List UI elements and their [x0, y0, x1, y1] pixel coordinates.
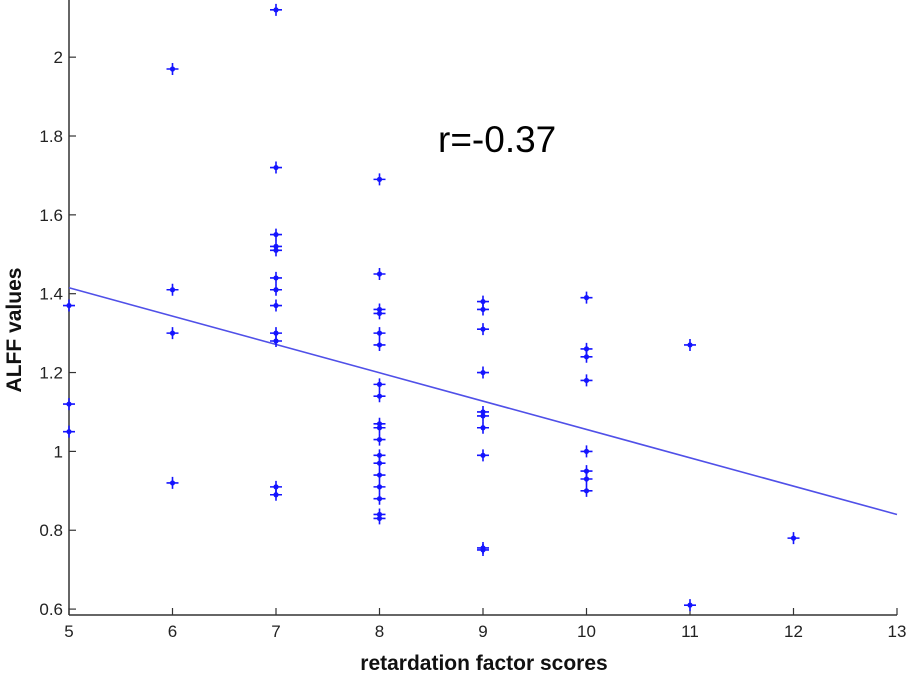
data-point [373, 378, 386, 391]
y-axis: 0.6 0.8 1 1.2 1.4 1.6 1.8 2 [39, 0, 76, 619]
x-tick-label: 13 [888, 622, 907, 641]
data-point [580, 291, 593, 304]
data-point [684, 338, 696, 351]
data-point [270, 283, 282, 296]
y-tick-label: 1.6 [39, 206, 63, 225]
x-tick-label: 7 [271, 622, 280, 641]
x-tick-label: 6 [168, 622, 177, 641]
data-point [373, 492, 386, 505]
regression-line-group [68, 287, 898, 516]
data-point [477, 303, 489, 316]
data-point [373, 421, 386, 434]
data-point [373, 390, 386, 403]
data-point [373, 433, 386, 446]
data-point [63, 398, 75, 411]
data-point [580, 445, 593, 458]
data-point [684, 599, 696, 612]
data-point [373, 338, 386, 351]
data-point [270, 488, 282, 501]
data-point [477, 323, 489, 336]
data-point [270, 228, 282, 241]
x-tick-label: 8 [375, 622, 384, 641]
data-point [477, 543, 489, 556]
data-point [580, 350, 593, 363]
data-point [373, 327, 386, 340]
y-tick-label: 1.8 [39, 127, 63, 146]
data-point [373, 307, 386, 320]
y-tick-label: 0.6 [39, 600, 63, 619]
data-point [270, 161, 282, 174]
x-tick-label: 5 [64, 622, 73, 641]
data-point [270, 271, 282, 284]
data-point [270, 3, 282, 16]
x-tick-label: 10 [577, 622, 596, 641]
correlation-annotation: r=-0.37 [438, 119, 556, 160]
data-point [270, 244, 282, 257]
y-tick-label: 2 [54, 48, 63, 67]
data-point [580, 484, 593, 497]
y-axis-title: ALFF values [3, 268, 26, 393]
data-point [166, 62, 179, 75]
data-point [373, 512, 386, 525]
data-point [787, 532, 800, 545]
data-point [477, 449, 489, 462]
data-point [373, 267, 386, 280]
data-point [477, 409, 489, 422]
data-point [270, 299, 282, 312]
x-tick-label: 11 [681, 622, 699, 641]
data-point [63, 299, 75, 312]
data-point [373, 469, 386, 482]
x-tick-label: 9 [478, 622, 487, 641]
data-point [166, 327, 179, 340]
data-point [166, 283, 179, 296]
data-point [63, 425, 75, 438]
regression-line [68, 287, 898, 516]
data-point [166, 476, 179, 489]
x-tick-label: 12 [784, 622, 803, 641]
data-point [580, 472, 593, 485]
data-point [373, 173, 386, 186]
x-axis: 5 6 7 8 9 10 11 12 13 [64, 608, 906, 641]
data-points [63, 3, 800, 612]
data-point [477, 366, 489, 379]
data-point [373, 457, 386, 470]
x-axis-title: retardation factor scores [360, 652, 607, 675]
y-tick-label: 0.8 [39, 521, 63, 540]
y-tick-label: 1.4 [39, 285, 63, 304]
y-tick-label: 1 [54, 442, 63, 461]
data-point [580, 374, 593, 387]
y-tick-label: 1.2 [39, 364, 63, 383]
data-point [477, 421, 489, 434]
data-point [373, 480, 386, 493]
data-point [270, 335, 282, 348]
